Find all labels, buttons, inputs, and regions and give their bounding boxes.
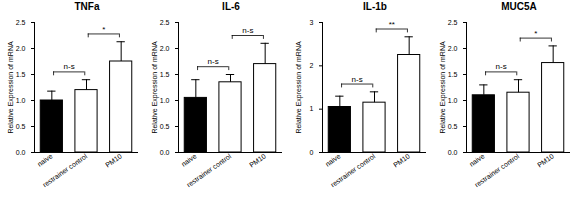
svg-text:0.5: 0.5 [16, 123, 26, 130]
svg-text:2.5: 2.5 [448, 19, 458, 26]
html-text:IL-1b: IL-1b [363, 1, 387, 12]
html-text:MUC5A: MUC5A [501, 1, 537, 12]
svg-text:PM10: PM10 [104, 152, 123, 168]
svg-text:restrainer control: restrainer control [329, 152, 376, 188]
svg-text:naive: naive [36, 152, 54, 167]
svg-text:0.0: 0.0 [448, 149, 458, 156]
svg-text:naive: naive [468, 152, 486, 167]
svg-text:*: * [102, 25, 105, 34]
svg-text:naive: naive [324, 152, 342, 167]
svg-text:Relative Expression of mRNA: Relative Expression of mRNA [439, 41, 447, 134]
svg-text:2.0: 2.0 [448, 45, 458, 52]
svg-text:0.0: 0.0 [160, 149, 170, 156]
html-text:TNFa: TNFa [74, 1, 100, 12]
svg-text:Relative Expression of mRNA: Relative Expression of mRNA [151, 41, 159, 134]
svg-text:restrainer control: restrainer control [41, 152, 88, 188]
svg-text:0: 0 [310, 149, 314, 156]
svg-text:restrainer control: restrainer control [473, 152, 520, 188]
svg-text:1.5: 1.5 [448, 71, 458, 78]
svg-text:n-s: n-s [242, 26, 253, 35]
svg-text:2.0: 2.0 [160, 45, 170, 52]
svg-text:PM10: PM10 [248, 152, 267, 168]
svg-text:n-s: n-s [64, 62, 75, 71]
svg-text:*: * [534, 29, 537, 38]
svg-text:1.5: 1.5 [16, 71, 26, 78]
svg-text:2.5: 2.5 [16, 19, 26, 26]
svg-text:Relative Expression of mRNA: Relative Expression of mRNA [295, 41, 303, 134]
html-text:IL-6: IL-6 [222, 1, 240, 12]
svg-text:2: 2 [310, 62, 314, 69]
svg-text:0.5: 0.5 [160, 123, 170, 130]
svg-text:1: 1 [310, 105, 314, 112]
svg-text:n-s: n-s [496, 62, 507, 71]
svg-text:2.0: 2.0 [16, 45, 26, 52]
svg-text:2.5: 2.5 [160, 19, 170, 26]
svg-text:naive: naive [180, 152, 198, 167]
svg-text:1.5: 1.5 [160, 71, 170, 78]
svg-text:1.0: 1.0 [160, 97, 170, 104]
svg-text:3: 3 [310, 19, 314, 26]
svg-text:PM10: PM10 [536, 152, 555, 168]
svg-text:0.0: 0.0 [16, 149, 26, 156]
svg-text:restrainer control: restrainer control [185, 152, 232, 188]
svg-text:n-s: n-s [208, 57, 219, 66]
svg-text:**: ** [389, 20, 395, 29]
svg-text:0.5: 0.5 [448, 123, 458, 130]
svg-text:PM10: PM10 [392, 152, 411, 168]
svg-text:n-s: n-s [352, 75, 363, 84]
svg-text:1.0: 1.0 [16, 97, 26, 104]
svg-text:1.0: 1.0 [448, 97, 458, 104]
svg-text:Relative Expression of mRNA: Relative Expression of mRNA [7, 41, 15, 134]
